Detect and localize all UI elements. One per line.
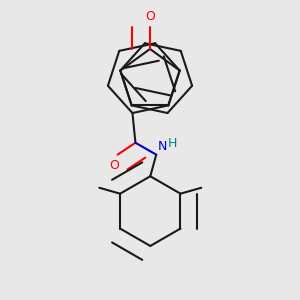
Text: N: N <box>158 140 167 153</box>
Text: O: O <box>145 10 155 23</box>
Text: H: H <box>168 137 178 150</box>
Text: O: O <box>110 159 120 172</box>
